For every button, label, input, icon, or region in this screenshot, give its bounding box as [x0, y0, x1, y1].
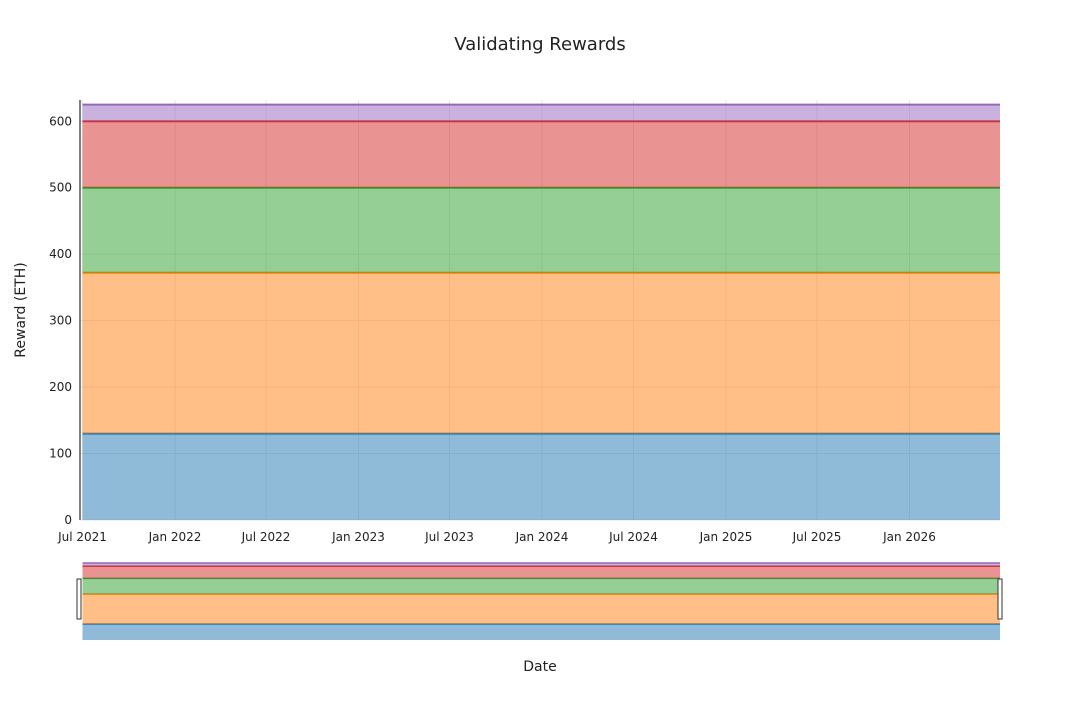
x-tick-label: Jul 2025 [792, 530, 842, 544]
x-tick-label: Jan 2022 [148, 530, 202, 544]
x-axis-label: Date [523, 659, 556, 675]
x-tick-label: Jan 2026 [882, 530, 936, 544]
area-series-3 [82, 187, 1000, 273]
range-slider[interactable] [76, 562, 1003, 640]
x-tick-label: Jul 2022 [241, 530, 291, 544]
y-axis-label: Reward (ETH) [13, 262, 29, 357]
x-tick-labels: Jul 2021 Jan 2022 Jul 2022 Jan 2023 Jul 2023… [57, 530, 936, 544]
y-tick-label: 600 [49, 114, 72, 128]
slider-area-series-5 [82, 563, 1000, 567]
y-tick-label: 500 [49, 181, 72, 195]
area-series-1 [82, 433, 1000, 520]
area-series-5 [82, 104, 1000, 122]
x-tick-label: Jul 2021 [57, 530, 107, 544]
x-tick-label: Jul 2024 [608, 530, 658, 544]
area-layer [82, 103, 1000, 520]
y-tick-label: 300 [49, 314, 72, 328]
y-tick-labels: 0 100 200 300 400 500 600 [49, 114, 72, 527]
y-tick-label: 100 [49, 447, 72, 461]
y-tick-label: 400 [49, 247, 72, 261]
x-tick-label: Jan 2023 [331, 530, 385, 544]
range-slider-right-handle[interactable] [997, 578, 1003, 620]
slider-area-series-3 [82, 578, 1000, 595]
slider-area-series-1 [82, 623, 1000, 640]
area-series-4 [82, 121, 1000, 188]
area-series-2 [82, 272, 1000, 434]
x-tick-label: Jan 2024 [515, 530, 569, 544]
range-slider-left-handle[interactable] [76, 578, 82, 620]
y-tick-label: 0 [64, 513, 72, 527]
y-tick-label: 200 [49, 380, 72, 394]
slider-area-series-2 [82, 594, 1000, 624]
chart-title: Validating Rewards [454, 34, 625, 55]
x-tick-label: Jul 2023 [424, 530, 474, 544]
x-tick-label: Jan 2025 [699, 530, 753, 544]
slider-area-series-4 [82, 566, 1000, 579]
